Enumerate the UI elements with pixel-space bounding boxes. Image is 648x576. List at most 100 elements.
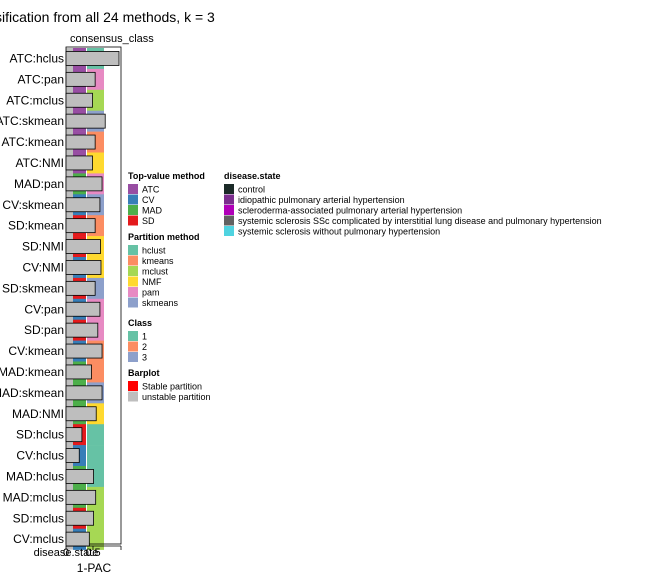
bar bbox=[65, 343, 103, 359]
disease-state-legend-label: systemic sclerosis without pulmonary hyp… bbox=[238, 227, 440, 237]
partition-method-legend-label: kmeans bbox=[142, 256, 174, 266]
partition-method-legend-label: pam bbox=[142, 288, 160, 298]
row-label: ATC:kmean bbox=[2, 135, 64, 149]
row-label: ATC:skmean bbox=[0, 114, 64, 128]
partition-method-legend-label: NMF bbox=[142, 277, 162, 287]
row-label: CV:skmean bbox=[2, 198, 64, 212]
partition-method-legend-swatch bbox=[128, 266, 138, 276]
partition-method-legend-swatch bbox=[128, 276, 138, 287]
row-label: CV:kmean bbox=[8, 344, 64, 358]
bar bbox=[65, 71, 96, 87]
partition-method-legend-swatch bbox=[128, 287, 138, 297]
row-label: SD:mclus bbox=[13, 511, 64, 525]
row-label: CV:NMI bbox=[22, 260, 64, 274]
bar bbox=[65, 531, 90, 547]
bar bbox=[65, 155, 93, 171]
chart-title: ssification from all 24 methods, k = 3 bbox=[0, 9, 215, 25]
class-legend-swatch bbox=[128, 341, 138, 352]
bar bbox=[65, 469, 94, 484]
bar bbox=[65, 406, 97, 422]
row-label: CV:hclus bbox=[16, 449, 64, 463]
row-label: SD:skmean bbox=[2, 281, 64, 295]
disease-state-legend-swatch bbox=[224, 194, 234, 205]
x-tick-label: 0 bbox=[63, 547, 69, 559]
top-value-method-legend-label: SD bbox=[142, 216, 155, 226]
barplot-legend-swatch bbox=[128, 391, 138, 402]
bar bbox=[65, 301, 101, 317]
class-legend-label: 2 bbox=[142, 342, 147, 352]
bar bbox=[65, 218, 96, 234]
partition-method-legend-label: skmeans bbox=[142, 298, 179, 308]
top-value-method-legend-swatch bbox=[128, 194, 138, 205]
disease-state-legend-label: idiopathic pulmonary arterial hypertensi… bbox=[238, 195, 405, 205]
class-legend-swatch bbox=[128, 331, 138, 341]
top-value-method-legend-swatch bbox=[128, 215, 138, 226]
bar bbox=[65, 239, 101, 254]
partition-method-legend-label: mclust bbox=[142, 267, 169, 277]
disease-state-legend-swatch bbox=[224, 205, 234, 215]
column-header: consensus_class bbox=[70, 33, 154, 45]
barplot-legend-swatch bbox=[128, 381, 138, 391]
bar bbox=[65, 427, 83, 443]
bar bbox=[65, 322, 99, 338]
row-label: CV:pan bbox=[24, 302, 64, 316]
disease-state-legend-swatch bbox=[224, 184, 234, 194]
disease-state-legend-label: systemic sclerosis SSc complicated by in… bbox=[238, 216, 602, 226]
top-value-method-legend-title: Top-value method bbox=[128, 171, 205, 181]
partition-method-legend-label: hclust bbox=[142, 246, 166, 256]
row-label: ATC:hclus bbox=[10, 51, 64, 65]
class-legend-label: 1 bbox=[142, 332, 147, 342]
bar bbox=[65, 364, 92, 380]
row-label: MAD:NMI bbox=[12, 407, 64, 421]
bar bbox=[65, 113, 106, 129]
row-label: CV:mclus bbox=[13, 532, 64, 546]
bottom-label: disease.state bbox=[34, 547, 99, 559]
partition-cell bbox=[87, 528, 104, 550]
disease-state-legend-label: scleroderma-associated pulmonary arteria… bbox=[238, 206, 462, 216]
bar bbox=[65, 176, 103, 192]
top-value-method-legend-swatch bbox=[128, 184, 138, 194]
row-label: SD:pan bbox=[24, 323, 64, 337]
bar bbox=[65, 280, 96, 296]
row-label: SD:kmean bbox=[8, 219, 64, 233]
top-value-method-legend-label: ATC bbox=[142, 185, 160, 195]
row-label: SD:hclus bbox=[16, 428, 64, 442]
partition-cell bbox=[87, 445, 104, 467]
bar bbox=[65, 510, 94, 526]
partition-method-legend-swatch bbox=[128, 255, 138, 266]
barplot-legend-title: Barplot bbox=[128, 368, 160, 378]
x-axis-label: 1-PAC bbox=[77, 561, 112, 575]
bar bbox=[65, 448, 80, 463]
bar bbox=[65, 197, 101, 213]
top-value-method-legend-label: MAD bbox=[142, 206, 163, 216]
barplot-legend-label: Stable partition bbox=[142, 382, 202, 392]
disease-state-legend-title: disease.state bbox=[224, 171, 281, 181]
barplot-legend-label: unstable partition bbox=[142, 392, 211, 402]
row-label: MAD:pan bbox=[14, 177, 64, 191]
row-label: MAD:hclus bbox=[6, 469, 64, 483]
top-value-method-legend-swatch bbox=[128, 205, 138, 215]
class-strip bbox=[66, 48, 73, 550]
row-label: ATC:mclus bbox=[6, 93, 64, 107]
row-label: MAD:kmean bbox=[0, 365, 64, 379]
partition-method-legend-swatch bbox=[128, 245, 138, 255]
row-label: MAD:skmean bbox=[0, 386, 64, 400]
bar bbox=[65, 489, 97, 505]
bar bbox=[65, 260, 102, 275]
bar bbox=[65, 92, 93, 108]
disease-state-legend-label: control bbox=[238, 185, 265, 195]
row-label: SD:NMI bbox=[22, 240, 64, 254]
row-label: ATC:NMI bbox=[16, 156, 64, 170]
bar bbox=[65, 134, 96, 150]
top-value-method-legend-label: CV bbox=[142, 195, 155, 205]
row-label: MAD:mclus bbox=[3, 490, 64, 504]
class-legend-swatch bbox=[128, 352, 138, 362]
bar bbox=[65, 385, 103, 401]
disease-state-legend-swatch bbox=[224, 215, 234, 226]
partition-method-legend-swatch bbox=[128, 297, 138, 308]
partition-cell bbox=[87, 424, 104, 446]
bar bbox=[65, 51, 120, 66]
class-legend-title: Class bbox=[128, 318, 152, 328]
partition-method-legend-title: Partition method bbox=[128, 232, 200, 242]
